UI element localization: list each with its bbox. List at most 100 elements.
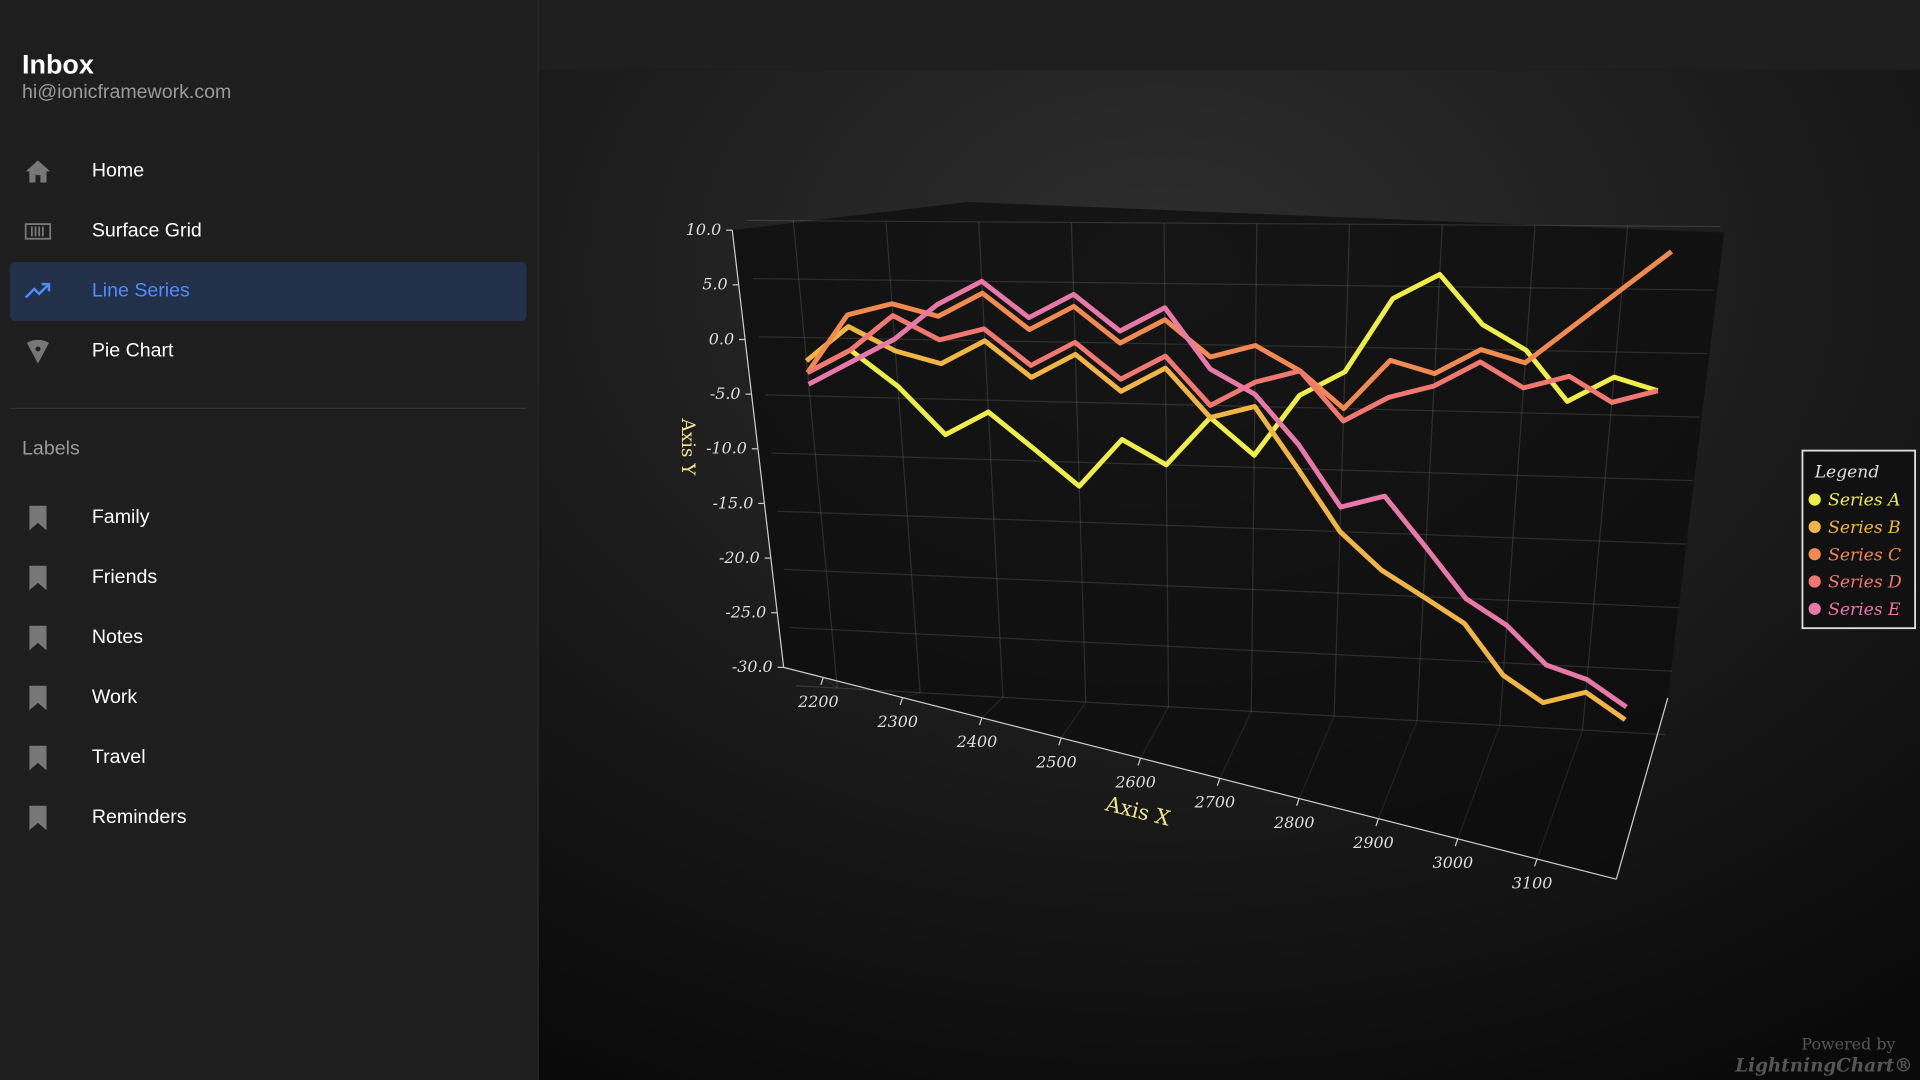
axes: 10.0 5.0 0.0 -5.0 -10.0 -15.0 -20.0 -25.0 -30.0 2… [686, 220, 1669, 892]
legend-label: Series A [1828, 491, 1900, 511]
grid [746, 219, 1721, 860]
x-tick-label: 2200 [797, 692, 838, 711]
icon [24, 282, 51, 299]
grid-line [771, 452, 1693, 482]
menu-item[interactable]: Friends [10, 549, 527, 608]
grid-line [1070, 222, 1087, 703]
x-tick [1375, 818, 1380, 827]
menu-label: Pie Chart [91, 340, 174, 362]
grid-line [1536, 729, 1584, 860]
menu-item[interactable]: Travel [10, 729, 527, 788]
x-tick [1533, 858, 1538, 867]
legend-marker [1808, 493, 1821, 506]
grid-line [746, 219, 1721, 228]
y-tick-label: 0.0 [709, 329, 734, 348]
series-line [806, 313, 1659, 424]
separator [9, 407, 527, 409]
x-tick-label: 2300 [876, 712, 917, 731]
grid-line [1250, 223, 1258, 712]
x-tick-label: 2800 [1273, 813, 1314, 832]
menu-label: Reminders [91, 806, 187, 828]
legend-label: Series E [1828, 600, 1901, 620]
grid-line [978, 221, 1004, 698]
grid-line [1499, 225, 1536, 726]
x-tick-label: 2500 [1035, 752, 1076, 771]
grid-line [1457, 725, 1501, 840]
menu-item[interactable]: Surface Grid [10, 202, 527, 261]
icon [29, 805, 47, 831]
y-tick-label: -30.0 [732, 657, 773, 676]
menu-label: Family [91, 506, 150, 528]
menu-label: Travel [91, 746, 146, 768]
x-tick [899, 697, 904, 706]
grid-line [1377, 720, 1418, 819]
legend-box [1801, 449, 1917, 630]
x-tick [1137, 757, 1142, 766]
menu-label: Work [91, 686, 138, 708]
legend-label: Series D [1828, 573, 1902, 593]
box-edge [1615, 697, 1669, 880]
watermark: LightningChart® [1734, 1055, 1912, 1076]
legend-label: Series B [1828, 518, 1900, 538]
x-tick-label: 3000 [1433, 853, 1473, 872]
grid-line [822, 676, 838, 689]
watermark: Powered by [1801, 1034, 1895, 1053]
menu-item[interactable]: Home [10, 142, 527, 201]
legend-label: Series C [1828, 545, 1901, 565]
x-tick [1296, 798, 1300, 807]
y-tick-label: -10.0 [706, 439, 747, 458]
menu-label: Line Series [91, 280, 190, 302]
menu-title: Inbox [22, 48, 94, 80]
menu-item[interactable]: Pie Chart [10, 322, 527, 381]
menu-item[interactable]: Line Series [9, 262, 527, 321]
icon [26, 339, 49, 364]
x-tick-label: 2400 [956, 732, 997, 751]
x-axis [783, 666, 1617, 880]
plot-box [732, 202, 1725, 880]
x-tick [1454, 838, 1459, 847]
grid-line [902, 692, 921, 699]
y-tick-label: 5.0 [702, 275, 727, 294]
y-tick-label: -25.0 [725, 603, 766, 622]
series-line [804, 324, 1627, 722]
legend-marker [1808, 575, 1821, 588]
x-tick-label: 3100 [1512, 873, 1552, 892]
menu-item[interactable]: Family [10, 489, 527, 548]
legend-marker [1808, 602, 1821, 615]
x-tick-label: 2900 [1352, 833, 1393, 852]
menu-item[interactable]: Work [10, 669, 527, 728]
icon [24, 223, 52, 240]
legend-marker [1808, 548, 1821, 561]
chart: 10.0 5.0 0.0 -5.0 -10.0 -15.0 -20.0 -25.0 -30.0 2… [538, 69, 1920, 1080]
grid-line [777, 510, 1686, 545]
email: hi@ionicframework.com [22, 82, 232, 103]
menu-item[interactable]: Reminders [10, 789, 527, 848]
y-tick-label: 10.0 [686, 220, 721, 239]
menu-label: Friends [91, 566, 158, 588]
legend-title: Legend [1814, 463, 1880, 483]
x-tick [820, 677, 824, 685]
y-tick-label: -20.0 [719, 548, 760, 567]
grid-line [885, 221, 921, 693]
icon [29, 685, 47, 711]
x-tick [1216, 778, 1221, 786]
icon [29, 625, 47, 651]
icon [29, 565, 47, 591]
menu-item[interactable]: Notes [10, 609, 527, 668]
grid-line [783, 568, 1680, 609]
x-tick-label: 2600 [1114, 773, 1155, 792]
legend-marker [1808, 520, 1821, 534]
grid-line [1581, 225, 1629, 731]
grid-line [1139, 706, 1170, 759]
grid-line [759, 336, 1707, 355]
grid-line [792, 220, 838, 689]
grid-line [795, 685, 1666, 736]
icon [29, 745, 47, 771]
x-tick [978, 717, 983, 726]
grid-line [981, 696, 1004, 719]
x-tick-label: 2700 [1194, 793, 1235, 812]
labels-title: Labels [22, 438, 80, 460]
grid-line [753, 277, 1714, 291]
grid-line [1416, 224, 1443, 721]
y-axis [731, 230, 785, 668]
